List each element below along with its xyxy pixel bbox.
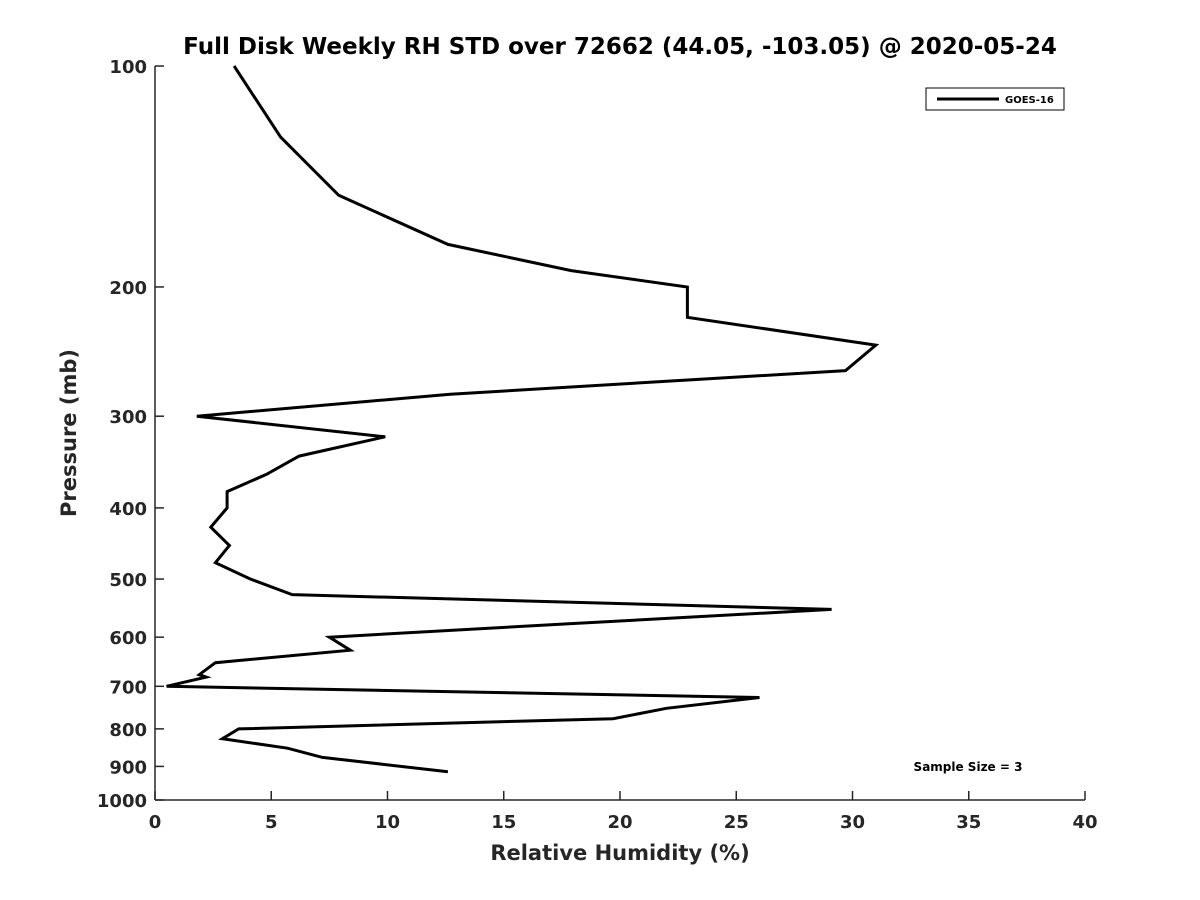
sample-size-annotation: Sample Size = 3 xyxy=(914,760,1023,774)
y-axis-label: Pressure (mb) xyxy=(57,349,81,517)
x-tick-label: 35 xyxy=(956,812,981,833)
x-tick-label: 15 xyxy=(491,812,516,833)
series-layer xyxy=(166,65,880,774)
y-tick-label: 600 xyxy=(109,628,147,649)
legend-label: GOES-16 xyxy=(1005,95,1054,106)
y-tick-label: 100 xyxy=(109,57,147,78)
y-tick-label: 400 xyxy=(109,499,147,520)
x-tick-label: 30 xyxy=(840,812,865,833)
x-tick-label: 5 xyxy=(265,812,278,833)
x-tick-label: 0 xyxy=(149,812,162,833)
chart-title: Full Disk Weekly RH STD over 72662 (44.0… xyxy=(183,34,1057,60)
x-axis-label: Relative Humidity (%) xyxy=(490,841,749,865)
y-tick-label: 1000 xyxy=(97,791,147,812)
y-ticks: 100 200 300 400 500 600 700 800 900 1000 xyxy=(97,57,164,812)
y-tick-label: 900 xyxy=(109,757,147,778)
y-tick-label: 700 xyxy=(109,677,147,698)
y-tick-label: 800 xyxy=(109,720,147,741)
x-tick-label: 20 xyxy=(607,812,632,833)
y-tick-label: 300 xyxy=(109,407,147,428)
y-tick-label: 200 xyxy=(109,278,147,299)
plot-area: 0 5 10 15 20 25 30 35 40 100 200 300 400 500 600 700 80… xyxy=(97,57,1098,833)
x-ticks: 0 5 10 15 20 25 30 35 40 xyxy=(149,791,1098,833)
series-line-goes-16 xyxy=(166,65,880,774)
x-tick-label: 25 xyxy=(724,812,749,833)
legend: GOES-16 xyxy=(925,87,1065,111)
x-tick-label: 40 xyxy=(1072,812,1097,833)
y-tick-label: 500 xyxy=(109,570,147,591)
x-tick-label: 10 xyxy=(375,812,400,833)
